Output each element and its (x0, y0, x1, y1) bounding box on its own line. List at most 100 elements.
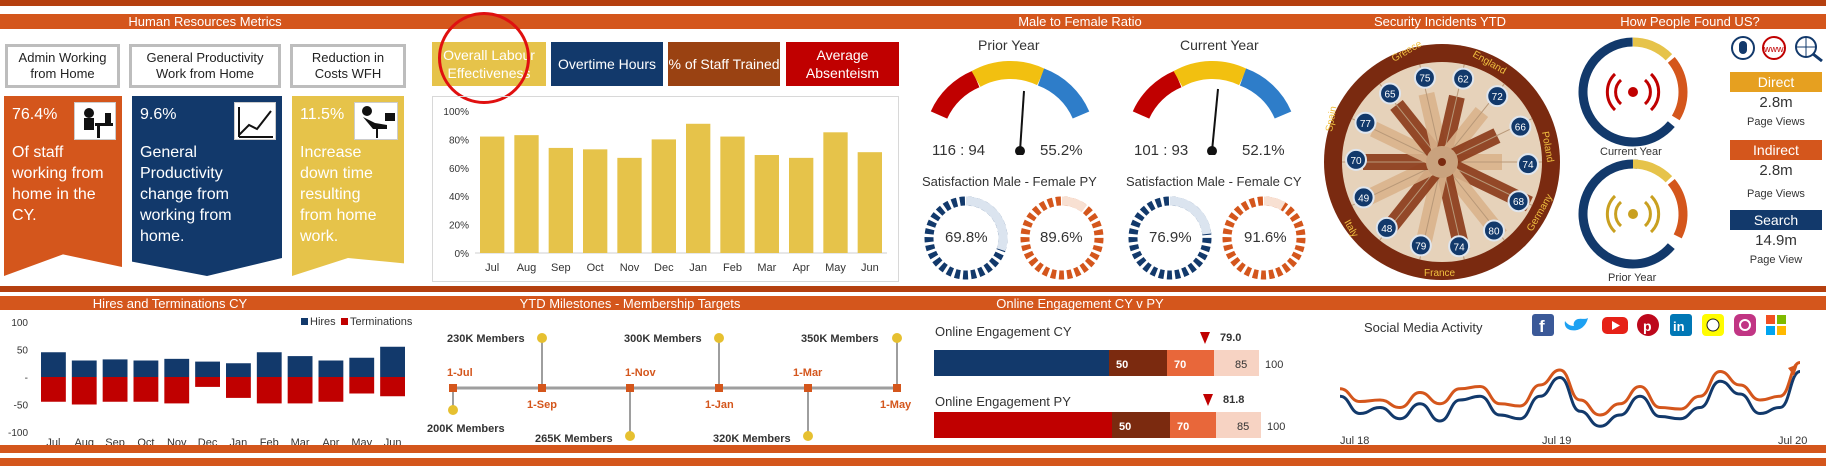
channel-icons: www (1731, 36, 1823, 62)
labour-bar (651, 139, 676, 253)
terminations-bar (380, 377, 405, 397)
labour-bar (720, 136, 745, 253)
labour-x-tick: Sep (551, 262, 571, 274)
satisfaction-donut-cy-male (1128, 196, 1212, 280)
indirect-value: 2.8m (1759, 162, 1793, 179)
cy-band-85: 85 (1235, 359, 1247, 371)
mouse-icon (1731, 36, 1755, 60)
labour-x-tick: May (825, 262, 846, 274)
labour-bar (617, 157, 642, 253)
legend-terminations: Terminations (350, 316, 413, 328)
tab-staff-trained[interactable]: % of Staff Trained (668, 42, 780, 86)
hires-bar (195, 361, 220, 377)
milestone-top-3: 350K Members (801, 333, 879, 345)
windows-icon (1766, 315, 1786, 335)
py-female-satisfaction: 89.6% (1040, 229, 1083, 246)
legend-terminations-swatch (341, 318, 348, 325)
highlight-circle (438, 12, 530, 104)
hires-bar (41, 352, 66, 377)
terminations-bar (287, 377, 313, 404)
cy-male-satisfaction: 76.9% (1149, 229, 1192, 246)
py-band-50: 50 (1119, 421, 1131, 433)
social-x-label-2: Jul 20 (1778, 435, 1807, 447)
country-label-poland: Poland (1539, 131, 1555, 164)
bottom-strip-2 (0, 458, 1826, 466)
milestone-top-2: 300K Members (624, 333, 702, 345)
country-label-spain: Spain (1324, 105, 1339, 132)
labour-x-tick: Oct (587, 262, 604, 274)
security-badge (1379, 82, 1402, 105)
py-band-70: 70 (1177, 421, 1189, 433)
hires-bar (226, 363, 251, 377)
engagement-py-title: Online Engagement PY (935, 394, 1071, 409)
hires-bar (133, 360, 159, 377)
web-icon: www (1762, 36, 1786, 60)
current-year-donut (1578, 37, 1688, 147)
labour-bar (789, 157, 814, 253)
indirect-button[interactable]: Indirect (1730, 140, 1822, 160)
current-year-pct: 52.1% (1242, 142, 1285, 159)
terminations-bar (102, 377, 128, 402)
hires-bar (256, 352, 282, 377)
terminations-bar (164, 377, 190, 404)
labour-x-tick: Mar (757, 262, 776, 274)
instagram-icon (1734, 314, 1756, 336)
cy-female-satisfaction: 91.6% (1244, 229, 1287, 246)
labour-bar (754, 155, 779, 253)
security-badge (1409, 234, 1432, 257)
labour-effectiveness-chart: 0% 20% 40% 60% 80% 100% Jul Aug Sep Oct Nov Dec Jan… (432, 96, 899, 282)
country-label-france: France (1424, 268, 1456, 279)
kpi-downtime-desc: Increase down time resulting from home w… (300, 144, 377, 245)
labour-bar (686, 123, 711, 253)
terminations-bar (349, 377, 375, 394)
cy-band-70: 70 (1174, 359, 1186, 371)
social-media-title: Social Media Activity (1364, 320, 1483, 335)
found-section-title: How People Found US? (1620, 14, 1760, 29)
security-wheel-badges: 75 62 72 66 74 68 80 74 79 48 49 70 77 65 (1345, 66, 1539, 258)
search-sub: Page View (1749, 254, 1803, 266)
direct-value: 2.8m (1759, 94, 1793, 111)
security-badge (1486, 85, 1509, 108)
social-series-orange (1339, 361, 1801, 417)
security-badge (1507, 190, 1530, 213)
labour-chart-y-ticks: 0% 20% 40% 60% 80% 100% (443, 107, 887, 260)
py-band-100: 100 (1267, 421, 1285, 433)
security-badge-label: 70 (1350, 156, 1362, 167)
hires-bar (164, 358, 190, 377)
labour-y-tick: 100% (443, 107, 469, 118)
linkedin-icon: in (1670, 314, 1692, 336)
direct-sub: Page Views (1747, 116, 1805, 128)
hires-bar (349, 357, 375, 377)
milestone-date-1: 1-Jul (447, 367, 473, 379)
labour-x-tick: Jun (861, 262, 879, 274)
milestone-bottom-1: 200K Members (427, 423, 505, 435)
youtube-icon (1602, 317, 1628, 334)
hires-chart-y-ticks: 100 50 - -50 -100 (8, 318, 28, 439)
search-button[interactable]: Search (1730, 210, 1822, 230)
security-badge-label: 65 (1384, 89, 1396, 100)
direct-button[interactable]: Direct (1730, 72, 1822, 92)
middle-header-strip (0, 296, 1826, 310)
labour-y-tick: 20% (449, 221, 469, 232)
satisfaction-donut-cy-female (1222, 196, 1306, 280)
satisfaction-donut-py-female (1020, 196, 1104, 280)
labour-x-tick: Nov (620, 262, 640, 274)
tab-overtime-hours[interactable]: Overtime Hours (551, 42, 663, 86)
search-value: 14.9m (1755, 232, 1797, 249)
milestone-markers (448, 333, 902, 441)
security-badge (1354, 111, 1377, 134)
social-icons: f p in (1532, 314, 1786, 336)
tab-average-absenteism[interactable]: Average Absenteism (786, 42, 899, 86)
hires-bar (71, 360, 97, 377)
security-badge (1375, 216, 1398, 239)
engagement-cy-title: Online Engagement CY (935, 324, 1072, 339)
person-relaxing-icon (354, 102, 398, 140)
found-prior-label: Prior Year (1608, 272, 1657, 284)
hr-section-title: Human Resources Metrics (128, 14, 282, 29)
svg-text:f: f (1539, 317, 1545, 336)
social-media-chart: Jul 18 Jul 19 Jul 20 (1339, 361, 1807, 447)
top-border-strip (0, 0, 1826, 6)
admin-wfh-box: Admin Working from Home (5, 44, 120, 88)
